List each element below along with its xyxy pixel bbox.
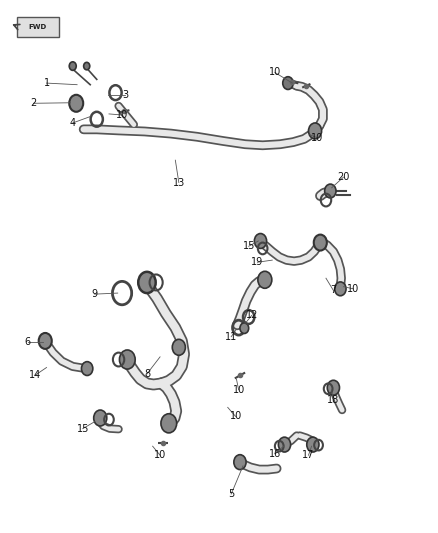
Text: 10: 10 bbox=[116, 110, 128, 120]
Circle shape bbox=[94, 410, 107, 426]
Circle shape bbox=[307, 437, 319, 452]
Text: 16: 16 bbox=[269, 449, 281, 458]
Text: 1: 1 bbox=[43, 78, 49, 88]
FancyBboxPatch shape bbox=[17, 17, 59, 37]
Text: 8: 8 bbox=[144, 369, 150, 379]
Text: 4: 4 bbox=[70, 118, 76, 128]
Text: 10: 10 bbox=[154, 450, 166, 460]
Text: 19: 19 bbox=[251, 257, 264, 267]
Circle shape bbox=[138, 272, 155, 293]
Text: 12: 12 bbox=[246, 310, 258, 320]
Circle shape bbox=[327, 380, 339, 395]
Text: 10: 10 bbox=[230, 411, 242, 422]
Text: 15: 15 bbox=[77, 424, 89, 434]
Circle shape bbox=[279, 437, 290, 452]
Text: 20: 20 bbox=[337, 172, 350, 182]
Text: 17: 17 bbox=[302, 450, 314, 460]
Text: 9: 9 bbox=[92, 289, 98, 299]
Text: 13: 13 bbox=[173, 177, 185, 188]
Circle shape bbox=[81, 362, 93, 375]
Circle shape bbox=[254, 233, 267, 248]
Circle shape bbox=[84, 62, 90, 70]
Circle shape bbox=[39, 333, 52, 349]
Text: 7: 7 bbox=[330, 286, 336, 295]
Text: 5: 5 bbox=[228, 489, 234, 499]
Text: 14: 14 bbox=[28, 370, 41, 381]
Text: 18: 18 bbox=[327, 395, 339, 406]
Circle shape bbox=[283, 77, 293, 90]
Text: FWD: FWD bbox=[28, 24, 47, 30]
Text: 6: 6 bbox=[25, 337, 31, 347]
Text: 10: 10 bbox=[233, 385, 245, 395]
Text: 11: 11 bbox=[225, 332, 237, 342]
Text: 15: 15 bbox=[243, 241, 255, 251]
Text: 2: 2 bbox=[30, 98, 36, 108]
Circle shape bbox=[335, 282, 346, 296]
Circle shape bbox=[308, 123, 321, 139]
Circle shape bbox=[258, 271, 272, 288]
Circle shape bbox=[234, 455, 246, 470]
Text: 10: 10 bbox=[311, 133, 323, 143]
Circle shape bbox=[240, 323, 249, 334]
Text: 3: 3 bbox=[122, 90, 128, 100]
Circle shape bbox=[172, 340, 185, 356]
Circle shape bbox=[325, 184, 336, 198]
Text: 10: 10 bbox=[269, 68, 281, 77]
Circle shape bbox=[69, 95, 83, 112]
Circle shape bbox=[69, 62, 76, 70]
Circle shape bbox=[161, 414, 177, 433]
Circle shape bbox=[314, 235, 327, 251]
Circle shape bbox=[120, 350, 135, 369]
Text: 10: 10 bbox=[347, 284, 360, 294]
